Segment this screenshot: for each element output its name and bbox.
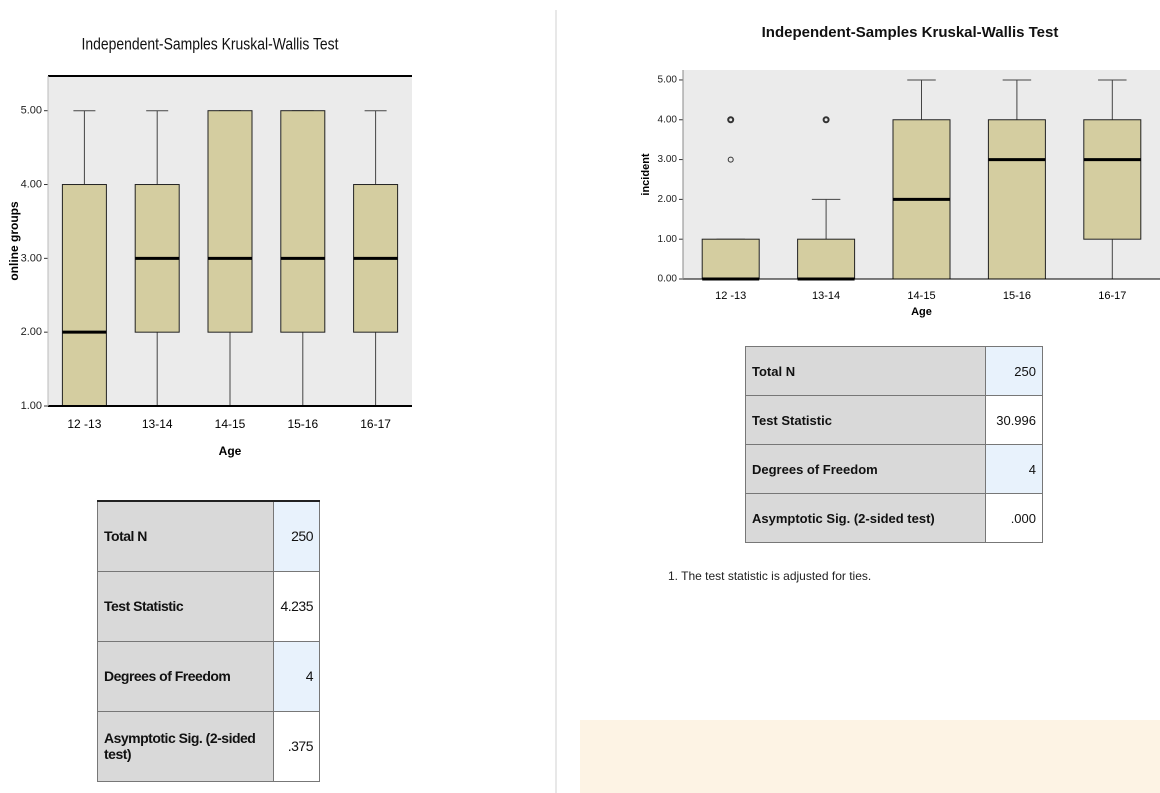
box [61,184,107,407]
x-tick-label: 14-15 [215,417,246,431]
value-cell: 4 [273,640,320,712]
label-cell: Asymptotic Sig. (2-sided test) [96,710,275,782]
label-cell: Test Statistic [745,395,986,445]
value-cell: 250 [273,500,320,572]
table-row: Degrees of Freedom 4 [745,444,1043,494]
x-tick-label: 15-16 [1003,290,1031,302]
outlier [727,156,734,163]
box [1083,119,1142,240]
table-row: Total N 250 [96,500,320,572]
y-axis-label: online groups [7,201,21,281]
box [207,110,253,333]
value-cell: 250 [985,346,1043,396]
chart-title: Independent-Samples Kruskal-Wallis Test [762,24,1059,41]
background-decoration [580,720,1160,793]
y-tick-label: 0.00 [658,274,678,285]
x-tick-label: 13-14 [142,417,173,431]
table-row: Test Statistic 30.996 [745,395,1043,445]
x-axis-label: Age [911,306,932,318]
y-tick-label: 3.00 [21,252,42,264]
x-tick-label: 14-15 [907,290,935,302]
label-cell: Test Statistic [96,570,275,642]
x-tick-label: 16-17 [1098,290,1126,302]
table-row: Test Statistic 4.235 [96,570,320,642]
box [987,119,1046,280]
box [701,238,760,280]
label-cell: Degrees of Freedom [745,444,986,494]
label-cell: Degrees of Freedom [96,640,275,712]
label-cell: Total N [96,500,275,572]
y-tick-label: 3.00 [658,154,678,165]
y-tick-label: 1.00 [21,400,42,412]
y-tick-label: 5.00 [21,105,42,117]
value-cell: .375 [273,710,320,782]
y-tick-label: 1.00 [658,234,678,245]
x-tick-label: 15-16 [287,417,318,431]
x-tick-label: 13-14 [812,290,840,302]
outlier [822,116,830,124]
y-tick-label: 2.00 [21,326,42,338]
table-row: Degrees of Freedom 4 [96,640,320,712]
table-row: Asymptotic Sig. (2-sided test) .375 [96,710,320,782]
x-tick-label: 12 -13 [67,417,101,431]
table-row: Total N 250 [745,346,1043,396]
y-axis-label: incident [640,153,652,196]
value-cell: .000 [985,493,1043,543]
value-cell: 4 [985,444,1043,494]
x-tick-label: 12 -13 [715,290,746,302]
x-axis-label: Age [219,444,242,458]
x-tick-label: 16-17 [360,417,391,431]
y-tick-label: 5.00 [658,75,678,86]
results-table: Total N 250 Test Statistic 4.235 Degrees of … [96,500,320,782]
label-cell: Asymptotic Sig. (2-sided test) [745,493,986,543]
outlier [727,116,735,124]
value-cell: 4.235 [273,570,320,642]
table-row: Asymptotic Sig. (2-sided test) .000 [745,493,1043,543]
chart-title: Independent-Samples Kruskal-Wallis Test [81,35,339,54]
box [280,110,326,333]
y-tick-label: 4.00 [658,114,678,125]
value-cell: 30.996 [985,395,1043,445]
box [797,238,856,280]
y-tick-label: 2.00 [658,194,678,205]
footnote: 1. The test statistic is adjusted for ti… [668,569,872,583]
results-table: Total N 250 Test Statistic 30.996 Degrees of… [745,346,1043,543]
y-tick-label: 4.00 [21,178,42,190]
label-cell: Total N [745,346,986,396]
